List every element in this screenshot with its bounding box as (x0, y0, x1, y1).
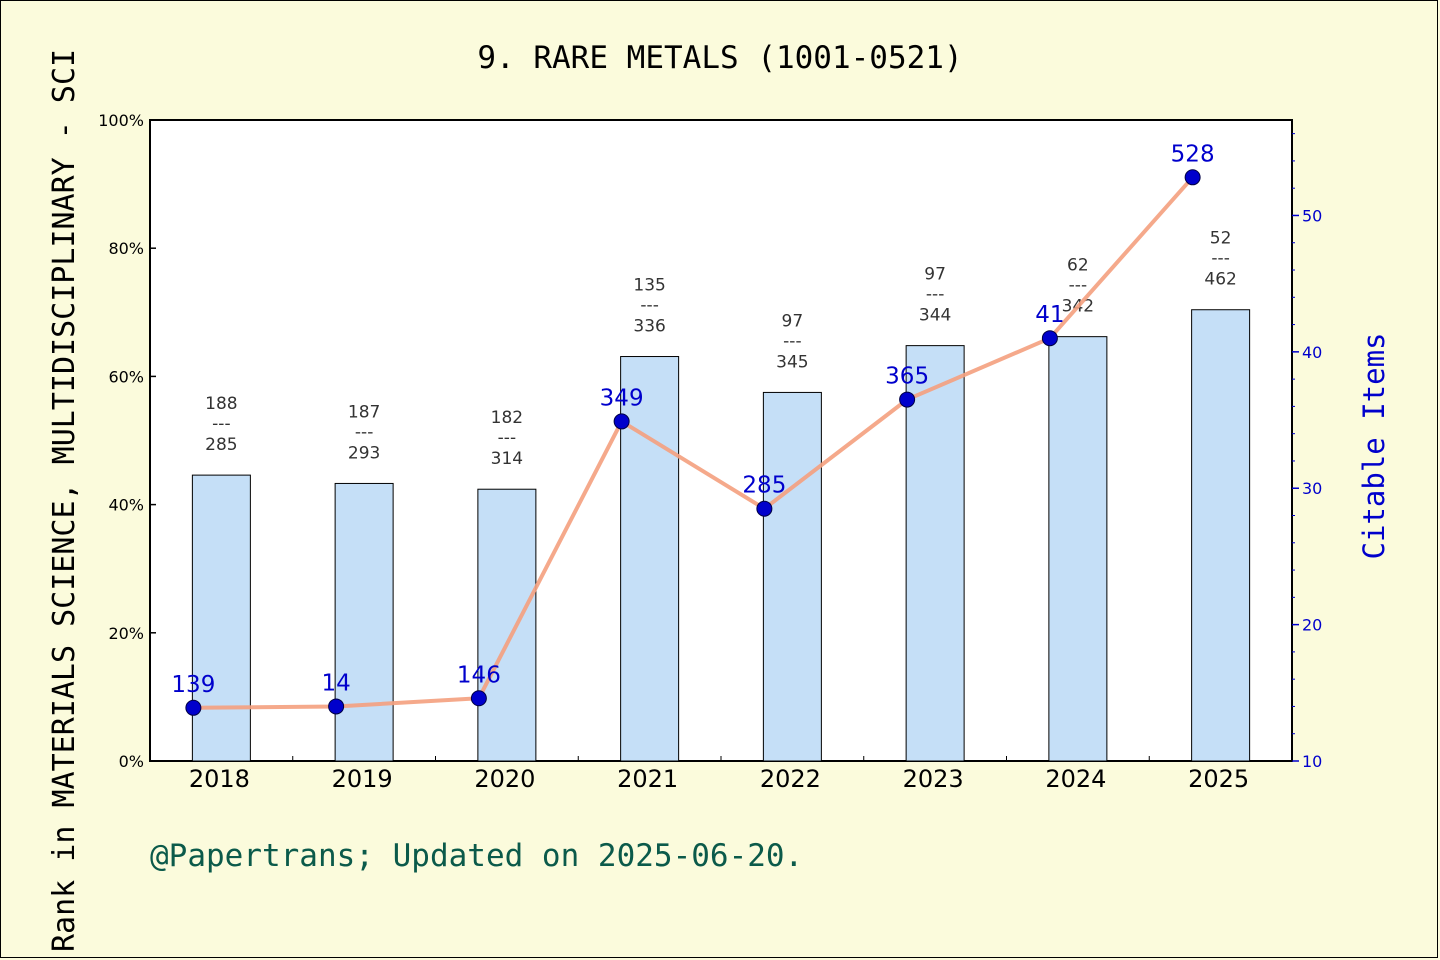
bar-total-label: 314 (491, 449, 523, 469)
bar-total-label: 344 (919, 306, 951, 326)
bar-total-label: 293 (348, 443, 380, 463)
x-tick-label: 2023 (903, 765, 964, 793)
bar-fraction-separator: --- (926, 285, 944, 305)
line-point-label: 14 (321, 670, 350, 696)
line-point-2018 (185, 699, 202, 716)
bar-rank-label: 97 (924, 265, 946, 285)
y-tick-label: 20% (108, 624, 144, 643)
line-point-label: 285 (742, 473, 786, 499)
y-tick-label: 80% (108, 239, 144, 258)
line-point-2022 (756, 500, 773, 517)
y2-tick-label: 30 (1302, 479, 1322, 498)
bar-fraction-separator: --- (1211, 249, 1229, 269)
bar-total-label: 345 (776, 352, 808, 372)
line-point-2019 (328, 698, 345, 715)
x-tick-label: 2019 (332, 765, 393, 793)
bar-rank-label: 188 (205, 394, 237, 414)
bar-rank-label: 182 (491, 408, 523, 428)
bar-rank-label: 135 (633, 276, 665, 296)
y-tick-label: 60% (108, 367, 144, 386)
chart-title: 9. RARE METALS (1001-0521) (477, 40, 962, 76)
line-point-2025 (1184, 169, 1201, 186)
bar-rank-label: 187 (348, 402, 380, 422)
y-tick-label: 0% (119, 752, 144, 771)
bar-total-label: 462 (1204, 270, 1236, 290)
citable-items-series (193, 175, 1195, 710)
bar-total-label: 336 (633, 317, 665, 337)
x-tick-label: 2020 (474, 765, 535, 793)
y-tick-label: 40% (108, 496, 144, 515)
bar-rank-label: 97 (782, 311, 804, 331)
x-tick-label: 2018 (189, 765, 250, 793)
y2-tick-label: 10 (1302, 752, 1322, 771)
line-point-label: 349 (600, 385, 644, 411)
bar-fraction-separator: --- (355, 422, 373, 442)
bar-2024 (1048, 336, 1108, 762)
line-point-2020 (470, 690, 487, 707)
line-point-label: 41 (1035, 302, 1064, 328)
y2-tick-label: 50 (1302, 206, 1322, 225)
line-point-label: 365 (885, 364, 929, 390)
bar-2021 (620, 356, 680, 762)
bar-2020 (477, 488, 537, 762)
line-point-label: 146 (457, 662, 501, 688)
y-tick-label: 100% (98, 111, 144, 130)
x-tick-label: 2022 (760, 765, 821, 793)
x-tick-label: 2024 (1045, 765, 1106, 793)
bar-2025 (1191, 309, 1251, 762)
bar-rank-label: 52 (1210, 229, 1232, 249)
x-tick-label: 2021 (617, 765, 678, 793)
bar-2019 (334, 482, 394, 762)
bar-2018 (191, 474, 251, 762)
line-point-label: 139 (171, 672, 215, 698)
y2-tick-label: 40 (1302, 343, 1322, 362)
y-axis-label: Rank in MATERIALS SCIENCE, MULTIDISCIPLI… (47, 49, 82, 952)
bar-2022 (762, 391, 822, 762)
line-point-2023 (899, 391, 916, 408)
y2-axis-label: Citable Items (1357, 333, 1391, 560)
bar-fraction-separator: --- (783, 331, 801, 351)
bars (191, 309, 1251, 762)
line-point-2024 (1041, 330, 1058, 347)
axes: 0% 20% 40% 60% 80% 100% 10 20 30 40 50 2018 2019 2020… (98, 111, 1322, 793)
footer-note: @Papertrans; Updated on 2025-06-20. (150, 838, 803, 874)
bar-fraction-separator: --- (498, 428, 516, 448)
line-point-2021 (613, 413, 630, 430)
x-tick-label: 2025 (1188, 765, 1249, 793)
bar-fraction-separator: --- (1069, 276, 1087, 296)
y2-tick-label: 20 (1302, 616, 1322, 635)
bar-fraction-separator: --- (640, 296, 658, 316)
bar-rank-label: 62 (1067, 256, 1089, 276)
bar-2023 (905, 345, 965, 762)
plot-area (149, 119, 1293, 762)
bar-total-label: 285 (205, 435, 237, 455)
line-point-label: 528 (1171, 141, 1215, 167)
bar-fraction-separator: --- (212, 414, 230, 434)
citable-items-line: 139 14 146 349 285 365 41 528 (171, 141, 1215, 716)
